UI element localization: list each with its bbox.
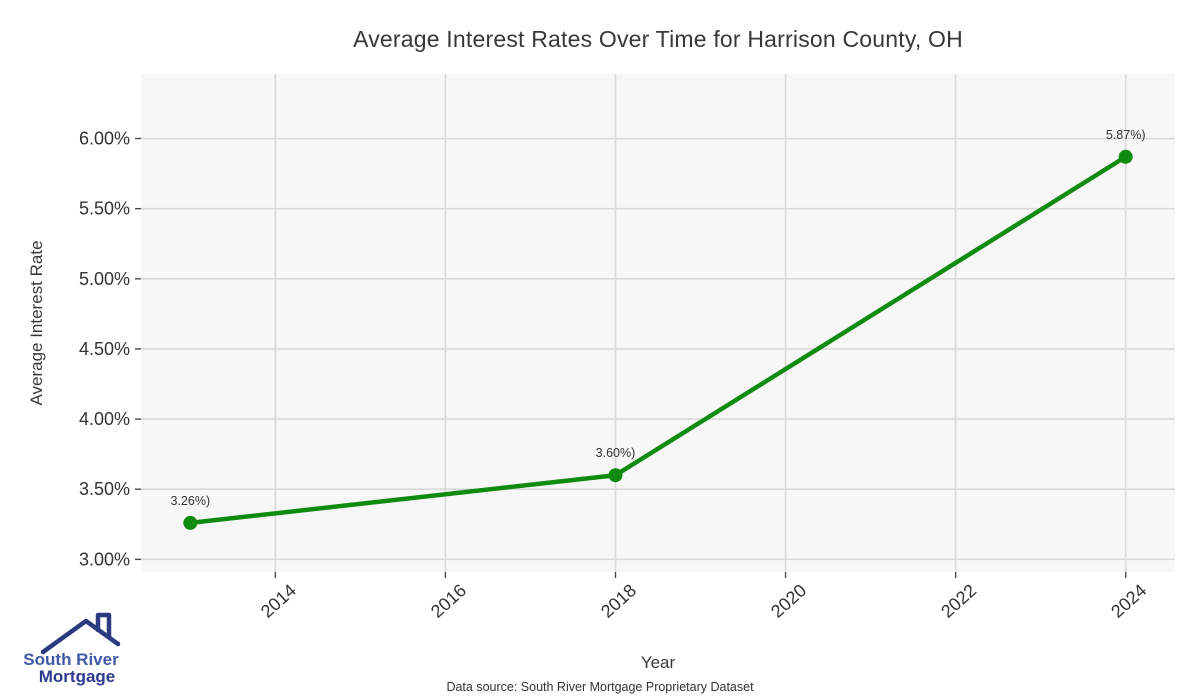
y-tick-label: 4.00%	[79, 409, 130, 429]
logo-text-line2: Mortgage	[39, 667, 116, 686]
data-point	[183, 515, 198, 530]
logo-text-line1: South River	[23, 650, 119, 669]
data-point-label: 3.60%)	[596, 446, 636, 460]
x-tick-label: 2016	[427, 580, 470, 622]
y-tick-label: 3.00%	[79, 549, 130, 569]
x-axis-title: Year	[640, 653, 676, 672]
y-tick-label: 5.00%	[79, 269, 130, 289]
y-tick-label: 4.50%	[79, 339, 130, 359]
y-tick-label: 5.50%	[79, 199, 130, 219]
x-tick-label: 2014	[257, 580, 300, 622]
data-source-caption: Data source: South River Mortgage Propri…	[446, 680, 754, 694]
data-point	[1118, 149, 1133, 164]
data-point-label: 5.87%)	[1106, 128, 1146, 142]
y-tick-label: 3.50%	[79, 479, 130, 499]
y-tick-label: 6.00%	[79, 129, 130, 149]
data-point	[608, 468, 623, 483]
chimney-icon	[95, 612, 112, 640]
x-tick-label: 2020	[767, 580, 810, 622]
x-tick-label: 2024	[1107, 580, 1150, 622]
chart-title: Average Interest Rates Over Time for Har…	[353, 26, 963, 52]
data-point-label: 3.26%)	[171, 494, 211, 508]
south-river-mortgage-logo: South River Mortgage	[23, 612, 121, 686]
plot-panel-background	[141, 74, 1175, 572]
x-tick-label: 2022	[937, 580, 980, 622]
x-tick-label: 2018	[597, 580, 640, 622]
